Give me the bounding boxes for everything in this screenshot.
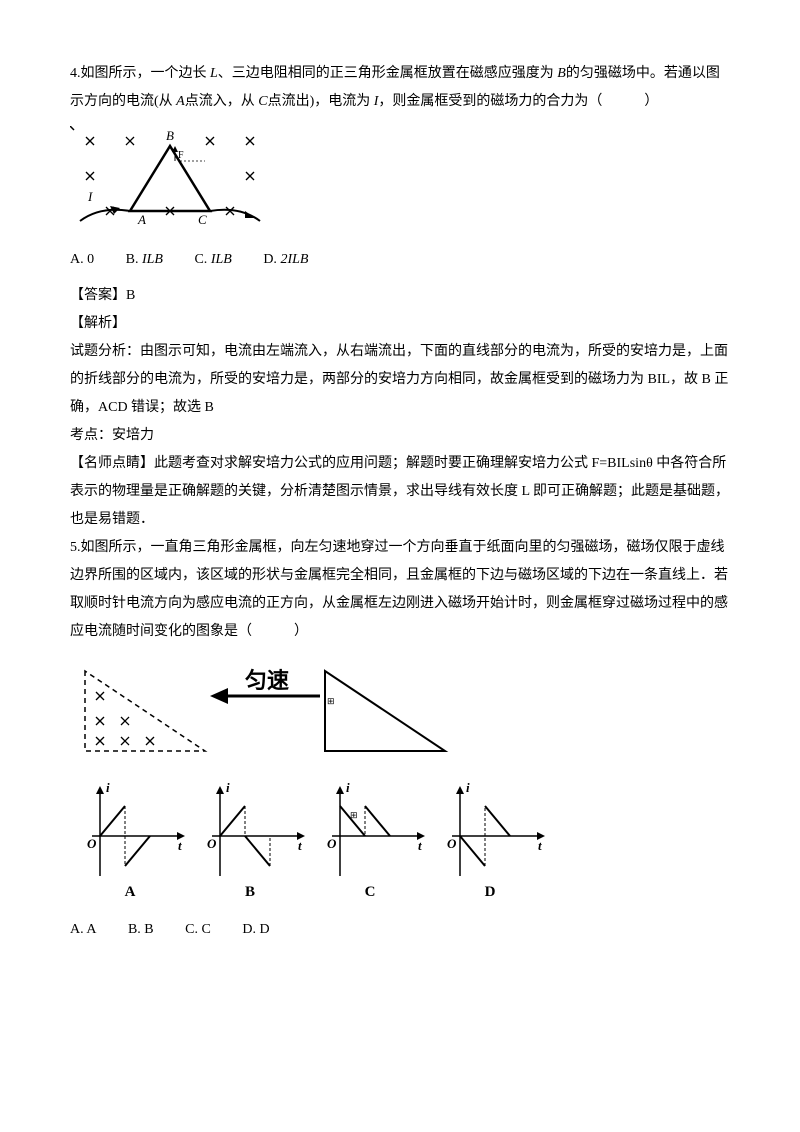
q5-opt-b: B. B [128,922,154,937]
q5-stem: 5.如图所示，一直角三角形金属框，向左匀速地穿过一个方向垂直于纸面向里的匀强磁场… [70,534,730,646]
q4-opt-b: B. ILB [126,252,163,267]
q5-opt-c: C. C [185,922,211,937]
q4-tips: 【名师点睛】此题考查对求解安培力公式的应用问题；解题时要正确理解安培力公式 F=… [70,450,730,534]
q5-opt-a: A. A [70,922,96,937]
q5-figure-main: 匀速 ⊞ [70,656,730,766]
q4-analysis-label: 【解析】 [70,310,730,338]
svg-text:⊞: ⊞ [327,696,335,706]
q4-analysis: 试题分析：由图示可知，电流由左端流入，从右端流出，下面的直线部分的电流为，所受的… [70,338,730,422]
svg-text:i: i [106,780,110,795]
q5-figure-graphs: i O t A i O t B i O t ⊞ C i O t [70,776,730,906]
q4-opt-a: A. 0 [70,252,94,267]
svg-text:⊞: ⊞ [350,810,358,820]
svg-text:A: A [125,884,136,900]
svg-text:t: t [418,838,422,853]
svg-text:i: i [346,780,350,795]
q4-fig-label-A: A [137,212,146,227]
q4-options: A. 0 B. ILB C. ILB D. 2ILB [70,246,730,274]
q4-opt-c: C. ILB [194,252,231,267]
q5-opt-d: D. D [242,922,269,937]
svg-text:O: O [207,836,217,851]
q5-num: 5. [70,540,81,555]
q4-fig-label-I: I [87,189,93,204]
svg-text:O: O [447,836,457,851]
svg-text:t: t [538,838,542,853]
q4-fig-label-C: C [198,212,207,227]
svg-text:t: t [178,838,182,853]
svg-text:t: t [298,838,302,853]
svg-text:O: O [87,836,97,851]
q5-options: A. A B. B C. C D. D [70,916,730,944]
svg-text:D: D [485,884,496,900]
svg-text:i: i [466,780,470,795]
q4-answer: 【答案】B [70,282,730,310]
svg-text:O: O [327,836,337,851]
q5-speed-label: 匀速 [245,668,289,693]
svg-text:i: i [226,780,230,795]
q4-opt-d: D. 2ILB [263,252,308,267]
q4-stem: 4.如图所示，一个边长 L、三边电阻相同的正三角形金属框放置在磁感应强度为 B的… [70,60,730,116]
q4-kaodian: 考点：安培力 [70,422,730,450]
q4-fig-label-B: B [166,128,174,143]
svg-text:C: C [365,884,376,900]
q4-num: 4. [70,66,81,81]
q4-figure: B A C I F [70,126,730,236]
svg-text:B: B [245,884,255,900]
svg-text:F: F [178,150,184,161]
